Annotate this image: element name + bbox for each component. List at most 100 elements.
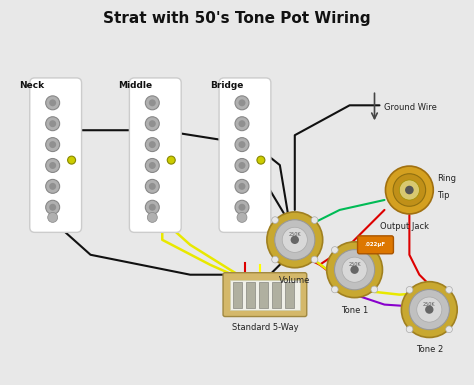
Circle shape [235,200,249,214]
Circle shape [275,220,315,260]
Circle shape [311,217,318,223]
Circle shape [385,166,433,214]
Circle shape [235,96,249,110]
Text: Ring: Ring [438,174,456,182]
Circle shape [350,266,359,274]
Circle shape [425,305,434,314]
Text: 250K: 250K [348,262,361,267]
Circle shape [146,137,159,152]
Circle shape [146,159,159,172]
Circle shape [46,179,60,193]
Circle shape [335,249,374,290]
Text: Tone 1: Tone 1 [341,306,368,315]
Circle shape [409,290,449,330]
Circle shape [149,162,156,169]
Circle shape [48,213,58,223]
Circle shape [149,141,156,148]
Circle shape [331,247,338,253]
Circle shape [147,213,157,223]
Circle shape [235,179,249,193]
Circle shape [146,117,159,131]
Circle shape [331,286,338,293]
Circle shape [46,200,60,214]
FancyBboxPatch shape [219,78,271,233]
FancyBboxPatch shape [357,236,393,254]
Circle shape [149,120,156,127]
Circle shape [238,183,246,190]
Circle shape [272,256,278,263]
Circle shape [238,162,246,169]
Circle shape [371,247,378,253]
Circle shape [149,204,156,211]
Text: 250K: 250K [423,302,436,307]
Text: Bridge: Bridge [210,81,244,90]
Text: Middle: Middle [118,81,153,90]
Circle shape [327,242,383,298]
Bar [272,282,281,308]
Text: Tip: Tip [438,191,450,201]
Circle shape [393,174,426,206]
Text: Ground Wire: Ground Wire [384,103,438,112]
FancyBboxPatch shape [129,78,181,233]
Circle shape [49,99,56,106]
Circle shape [46,117,60,131]
Circle shape [257,156,265,164]
Circle shape [238,120,246,127]
Circle shape [49,162,56,169]
Circle shape [291,236,299,244]
Circle shape [146,200,159,214]
Circle shape [282,227,307,253]
Circle shape [68,156,75,164]
Circle shape [238,99,246,106]
Circle shape [49,204,56,211]
Text: Tone 2: Tone 2 [416,345,443,355]
Circle shape [49,183,56,190]
Circle shape [235,159,249,172]
Circle shape [311,256,318,263]
Circle shape [146,179,159,193]
Circle shape [49,120,56,127]
Circle shape [237,213,247,223]
FancyBboxPatch shape [223,273,307,316]
Circle shape [238,204,246,211]
Text: Strat with 50's Tone Pot Wiring: Strat with 50's Tone Pot Wiring [103,11,371,26]
Text: 250K: 250K [289,232,301,237]
Circle shape [272,217,278,223]
Circle shape [417,297,442,322]
Bar [259,282,268,308]
Bar [230,280,300,310]
Circle shape [406,286,413,293]
Circle shape [49,141,56,148]
Bar [233,282,242,308]
Circle shape [149,99,156,106]
Circle shape [235,117,249,131]
Text: .022μF: .022μF [365,242,386,247]
Circle shape [446,286,452,293]
Circle shape [405,186,414,194]
Circle shape [371,286,378,293]
Circle shape [406,326,413,333]
Text: Neck: Neck [19,81,44,90]
Text: Standard 5-Way: Standard 5-Way [232,323,298,331]
Bar [246,282,255,308]
Circle shape [235,137,249,152]
Circle shape [46,137,60,152]
Circle shape [167,156,175,164]
Circle shape [342,257,367,282]
FancyBboxPatch shape [244,88,266,223]
FancyBboxPatch shape [155,88,176,223]
Circle shape [238,141,246,148]
Circle shape [46,96,60,110]
Text: Volume: Volume [279,276,310,285]
FancyBboxPatch shape [55,88,77,223]
Circle shape [146,96,159,110]
Circle shape [399,180,419,200]
FancyBboxPatch shape [30,78,82,233]
Circle shape [401,282,457,338]
Text: Output Jack: Output Jack [380,222,429,231]
Circle shape [267,212,323,268]
Circle shape [446,326,452,333]
Bar [285,282,294,308]
Circle shape [46,159,60,172]
Circle shape [149,183,156,190]
